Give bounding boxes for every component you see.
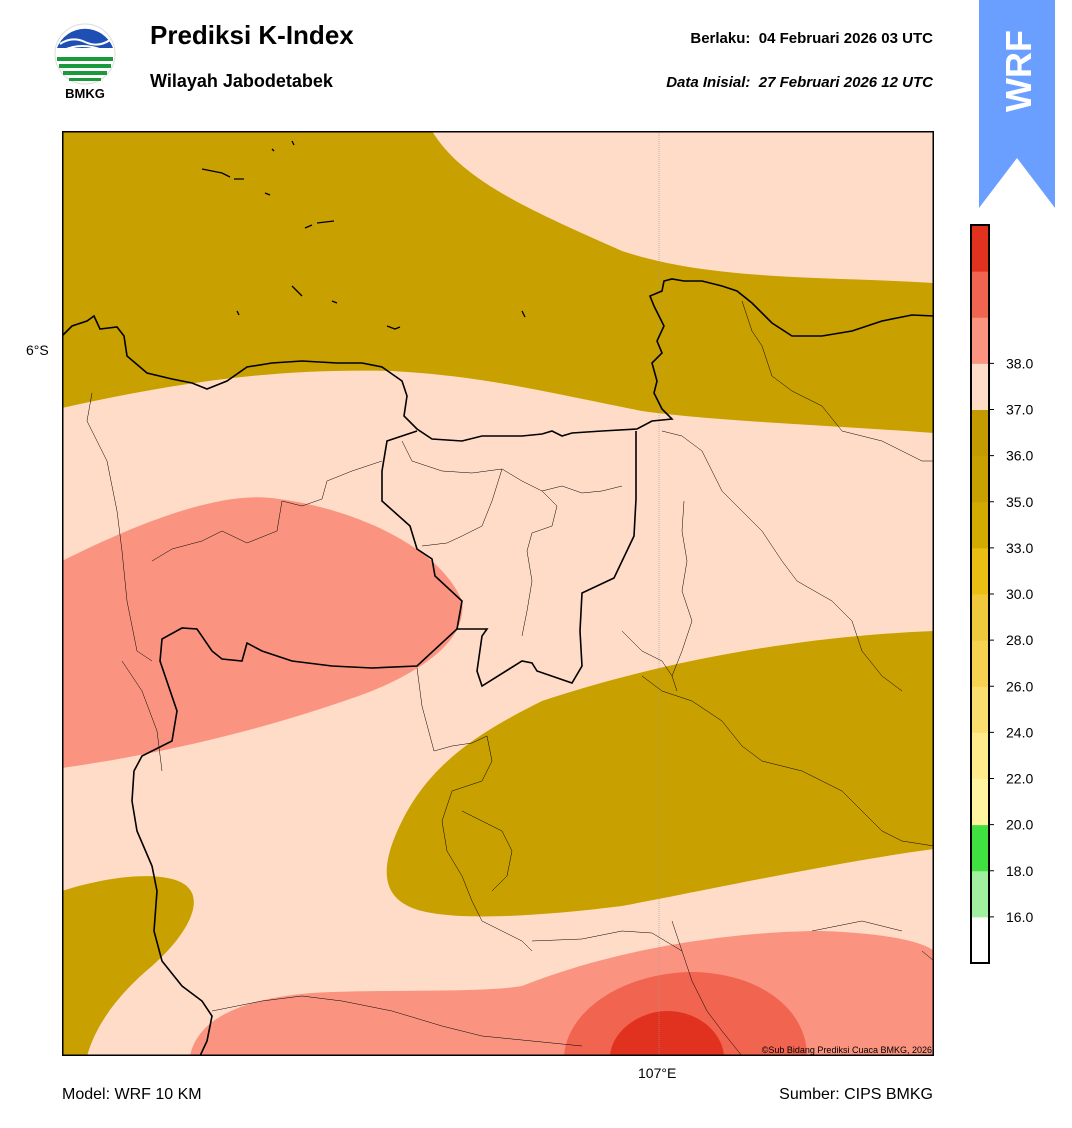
colorbar-tick-label: 18.0: [1006, 863, 1033, 879]
colorbar-segment: [971, 225, 989, 272]
thousand-islands: [201, 140, 526, 330]
init-value: 27 Februari 2026 12 UTC: [758, 74, 933, 91]
colorbar-tick-label: 20.0: [1006, 817, 1033, 833]
colorbar-segment: [971, 363, 989, 410]
valid-time: Berlaku: 04 Februari 2026 03 UTC: [560, 30, 933, 47]
colorbar-segment: [971, 455, 989, 503]
page-title: Prediksi K-Index: [150, 20, 354, 50]
colorbar-segment: [971, 732, 989, 779]
colorbar-tick-label: 28.0: [1006, 632, 1033, 648]
colorbar-segment: [971, 778, 989, 826]
coastline-java: [62, 278, 934, 442]
colorbar-segment: [971, 547, 989, 595]
source-info: Sumber: CIPS BMKG: [779, 1086, 933, 1103]
colorbar-segment: [971, 824, 989, 872]
colorbar-segment: [971, 317, 989, 364]
colorbar-segment: [971, 686, 989, 733]
valid-label: Berlaku:: [690, 30, 751, 47]
colorbar-tick-label: 36.0: [1006, 448, 1033, 464]
kindex-zone-west: [62, 497, 463, 768]
colorbar-tick-label: 37.0: [1006, 402, 1033, 418]
logo-text: BMKG: [65, 86, 105, 101]
colorbar-tick-label: 16.0: [1006, 909, 1033, 925]
wrf-badge-text: WRF: [998, 30, 1039, 112]
bmkg-logo: BMKG: [54, 23, 116, 101]
colorbar-segment: [971, 409, 989, 457]
colorbar-segment: [971, 640, 989, 687]
kindex-zone-southeast: [386, 631, 934, 917]
init-label: Data Inisial:: [666, 74, 751, 91]
colorbar: 16.0 18.0 20.0 22.0 24.0 26.0 28.0 30.0 33.0 35.0…: [970, 224, 1033, 964]
init-time: Data Inisial: 27 Februari 2026 12 UTC: [560, 74, 933, 91]
colorbar-tick-label: 33.0: [1006, 540, 1033, 556]
colorbar-tick-label: 24.0: [1006, 724, 1033, 740]
colorbar-segment: [971, 501, 989, 549]
colorbar-tick-label: 22.0: [1006, 771, 1033, 787]
regency-boundaries: [86, 300, 934, 1056]
colorbar-tick-label: 26.0: [1006, 678, 1033, 694]
colorbar-segment: [971, 594, 989, 641]
kindex-zone-southwest: [62, 876, 194, 1056]
colorbar-tick-label: 38.0: [1006, 355, 1033, 371]
colorbar-tick-label: 30.0: [1006, 586, 1033, 602]
region-subtitle: Wilayah Jabodetabek: [150, 71, 333, 91]
map-credit: ©Sub Bidang Prediksi Cuaca BMKG, 2026: [762, 1045, 932, 1055]
colorbar-segment: [971, 271, 989, 318]
colorbar-segment: [971, 870, 989, 918]
longitude-label: 107°E: [638, 1065, 677, 1081]
kindex-zone-top: [62, 131, 934, 433]
valid-value: 04 Februari 2026 03 UTC: [758, 30, 933, 47]
k-index-map: ©Sub Bidang Prediksi Cuaca BMKG, 2026: [62, 131, 934, 1056]
colorbar-segment: [971, 916, 989, 964]
model-info: Model: WRF 10 KM: [62, 1086, 202, 1103]
latitude-label: 6°S: [26, 342, 49, 358]
colorbar-tick-label: 35.0: [1006, 494, 1033, 510]
kindex-zone-38-plus: [610, 1011, 724, 1056]
province-boundaries: [131, 430, 637, 1056]
wrf-badge: WRF: [979, 0, 1055, 208]
